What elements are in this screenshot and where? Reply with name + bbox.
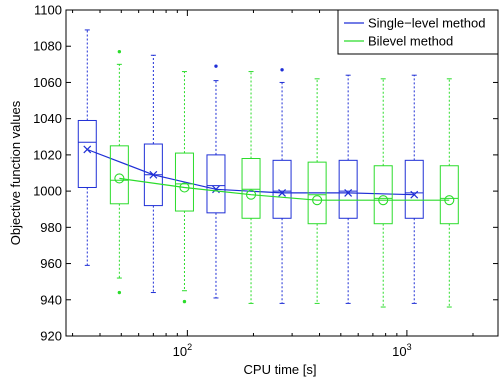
mean-marker [114,173,125,184]
box [404,74,424,304]
box-rect [241,158,261,219]
mean-marker-stroke [83,145,92,154]
box [241,71,261,304]
legend-box [337,9,499,55]
outlier-point [280,68,284,72]
box-rect [174,152,194,212]
mean-marker-stroke [344,188,353,197]
mean-marker [344,188,353,197]
y-tick-label: 1040 [33,111,62,126]
x-tick-label: 102 [173,342,192,359]
box-rect [404,159,424,219]
box-rect [206,154,226,214]
box-rect [109,145,129,205]
mean-marker-stroke [149,170,158,179]
mean-marker [444,195,455,206]
outlier-point [117,49,122,54]
box [109,49,129,295]
box [143,54,163,294]
y-tick-label: 1080 [33,39,62,54]
box [77,29,97,266]
outlier-point [117,290,122,295]
box-rect [77,119,97,188]
legend-label: Single−level method [368,16,485,31]
plot-area [65,9,499,337]
y-tick-label: 960 [40,256,62,271]
y-tick-label: 1000 [33,184,62,199]
mean-line [119,177,450,201]
box-rect [272,159,292,219]
y-tick-label: 980 [40,220,62,235]
mean-marker [312,195,323,206]
series-1 [77,29,424,304]
box-rect [373,165,393,225]
box [439,78,459,308]
series-2 [109,49,459,308]
mean-marker [378,195,389,206]
y-tick-label: 1060 [33,75,62,90]
mean-marker-stroke [212,185,220,194]
outlier-point [182,299,187,304]
box [373,78,393,308]
box [338,74,358,304]
y-tick-label: 1020 [33,147,62,162]
plot-frame [65,9,499,337]
y-tick-label: 1100 [34,3,62,18]
outlier-point [214,64,218,68]
series-layer [77,29,459,308]
legend-label: Bilevel method [368,34,453,49]
mean-marker [410,190,419,199]
box-rect [439,165,459,225]
y-tick-label: 940 [40,292,62,307]
x-axis-label: CPU time [s] [244,362,317,377]
y-axis-label: Objective function values [8,100,23,245]
x-tick-label: 103 [392,342,411,359]
box-rect [307,161,327,225]
mean-marker [149,170,158,179]
mean-marker-stroke [410,190,419,199]
mean-marker-stroke [278,188,286,197]
box [174,71,194,304]
box [206,64,226,299]
box-rect [338,159,358,219]
box [307,78,327,304]
mean-marker [179,182,190,193]
box [272,68,292,304]
mean-marker [83,145,92,154]
y-tick-label: 920 [40,329,62,344]
mean-marker [278,188,286,197]
mean-marker [245,189,257,200]
legend: Single−level method Bilevel method [337,9,499,55]
